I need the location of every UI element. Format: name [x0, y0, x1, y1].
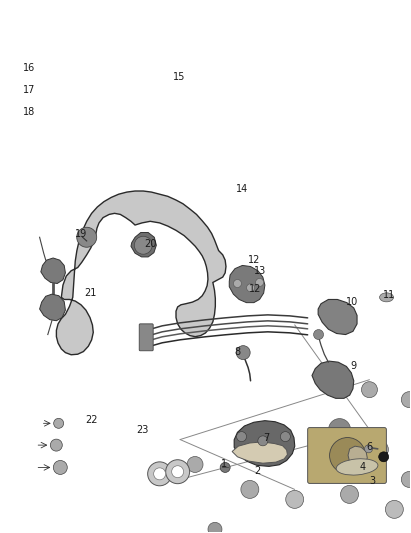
Polygon shape	[234, 421, 295, 466]
Text: 12: 12	[248, 255, 260, 264]
Circle shape	[54, 418, 64, 429]
Text: 7: 7	[263, 433, 269, 443]
Polygon shape	[229, 265, 265, 303]
Text: 11: 11	[383, 289, 395, 300]
Circle shape	[280, 432, 290, 442]
Text: 22: 22	[85, 415, 98, 425]
Circle shape	[256, 278, 263, 286]
Text: 19: 19	[75, 229, 87, 239]
Polygon shape	[39, 294, 65, 321]
Text: 4: 4	[360, 462, 366, 472]
Circle shape	[286, 490, 304, 508]
Circle shape	[220, 463, 230, 472]
Text: 8: 8	[234, 346, 240, 357]
Circle shape	[361, 382, 377, 398]
Text: 13: 13	[254, 266, 266, 276]
Polygon shape	[56, 191, 226, 355]
Text: 12: 12	[249, 284, 261, 294]
Text: 21: 21	[84, 288, 96, 298]
Polygon shape	[318, 300, 357, 335]
Circle shape	[53, 461, 67, 474]
Ellipse shape	[380, 293, 393, 302]
Text: 23: 23	[136, 425, 149, 435]
Text: 6: 6	[366, 442, 372, 452]
Circle shape	[172, 466, 184, 478]
Polygon shape	[348, 446, 367, 473]
Circle shape	[77, 227, 97, 247]
Circle shape	[134, 236, 152, 254]
Circle shape	[386, 500, 403, 518]
Circle shape	[237, 432, 247, 442]
Polygon shape	[131, 232, 156, 257]
Circle shape	[311, 450, 328, 469]
Circle shape	[330, 438, 365, 473]
Text: 15: 15	[173, 72, 185, 82]
Polygon shape	[41, 258, 65, 284]
Circle shape	[258, 436, 268, 446]
FancyBboxPatch shape	[139, 324, 153, 351]
Text: 10: 10	[346, 297, 358, 307]
Circle shape	[401, 472, 411, 487]
Circle shape	[314, 329, 323, 340]
Circle shape	[154, 468, 166, 480]
Text: 2: 2	[254, 466, 260, 476]
Circle shape	[166, 460, 189, 483]
Ellipse shape	[336, 459, 378, 475]
Text: 18: 18	[23, 107, 35, 117]
Circle shape	[247, 284, 254, 292]
Polygon shape	[232, 442, 287, 463]
Circle shape	[365, 445, 372, 453]
Circle shape	[50, 439, 62, 451]
FancyBboxPatch shape	[308, 427, 386, 483]
Circle shape	[341, 486, 358, 503]
Circle shape	[236, 345, 250, 360]
Text: 1: 1	[221, 459, 227, 469]
Text: 3: 3	[369, 476, 376, 486]
Circle shape	[241, 480, 259, 498]
Circle shape	[328, 418, 351, 441]
Circle shape	[379, 452, 389, 462]
Polygon shape	[312, 361, 354, 398]
Circle shape	[208, 522, 222, 533]
Text: 14: 14	[236, 184, 249, 195]
Circle shape	[370, 441, 388, 458]
Text: 17: 17	[23, 85, 36, 95]
Text: 5: 5	[383, 452, 389, 462]
Text: 9: 9	[351, 361, 357, 372]
Circle shape	[401, 392, 411, 408]
Text: 16: 16	[23, 63, 35, 72]
Text: 20: 20	[144, 239, 157, 249]
Circle shape	[187, 456, 203, 472]
Circle shape	[148, 462, 171, 486]
Circle shape	[233, 279, 241, 287]
Circle shape	[316, 372, 332, 387]
